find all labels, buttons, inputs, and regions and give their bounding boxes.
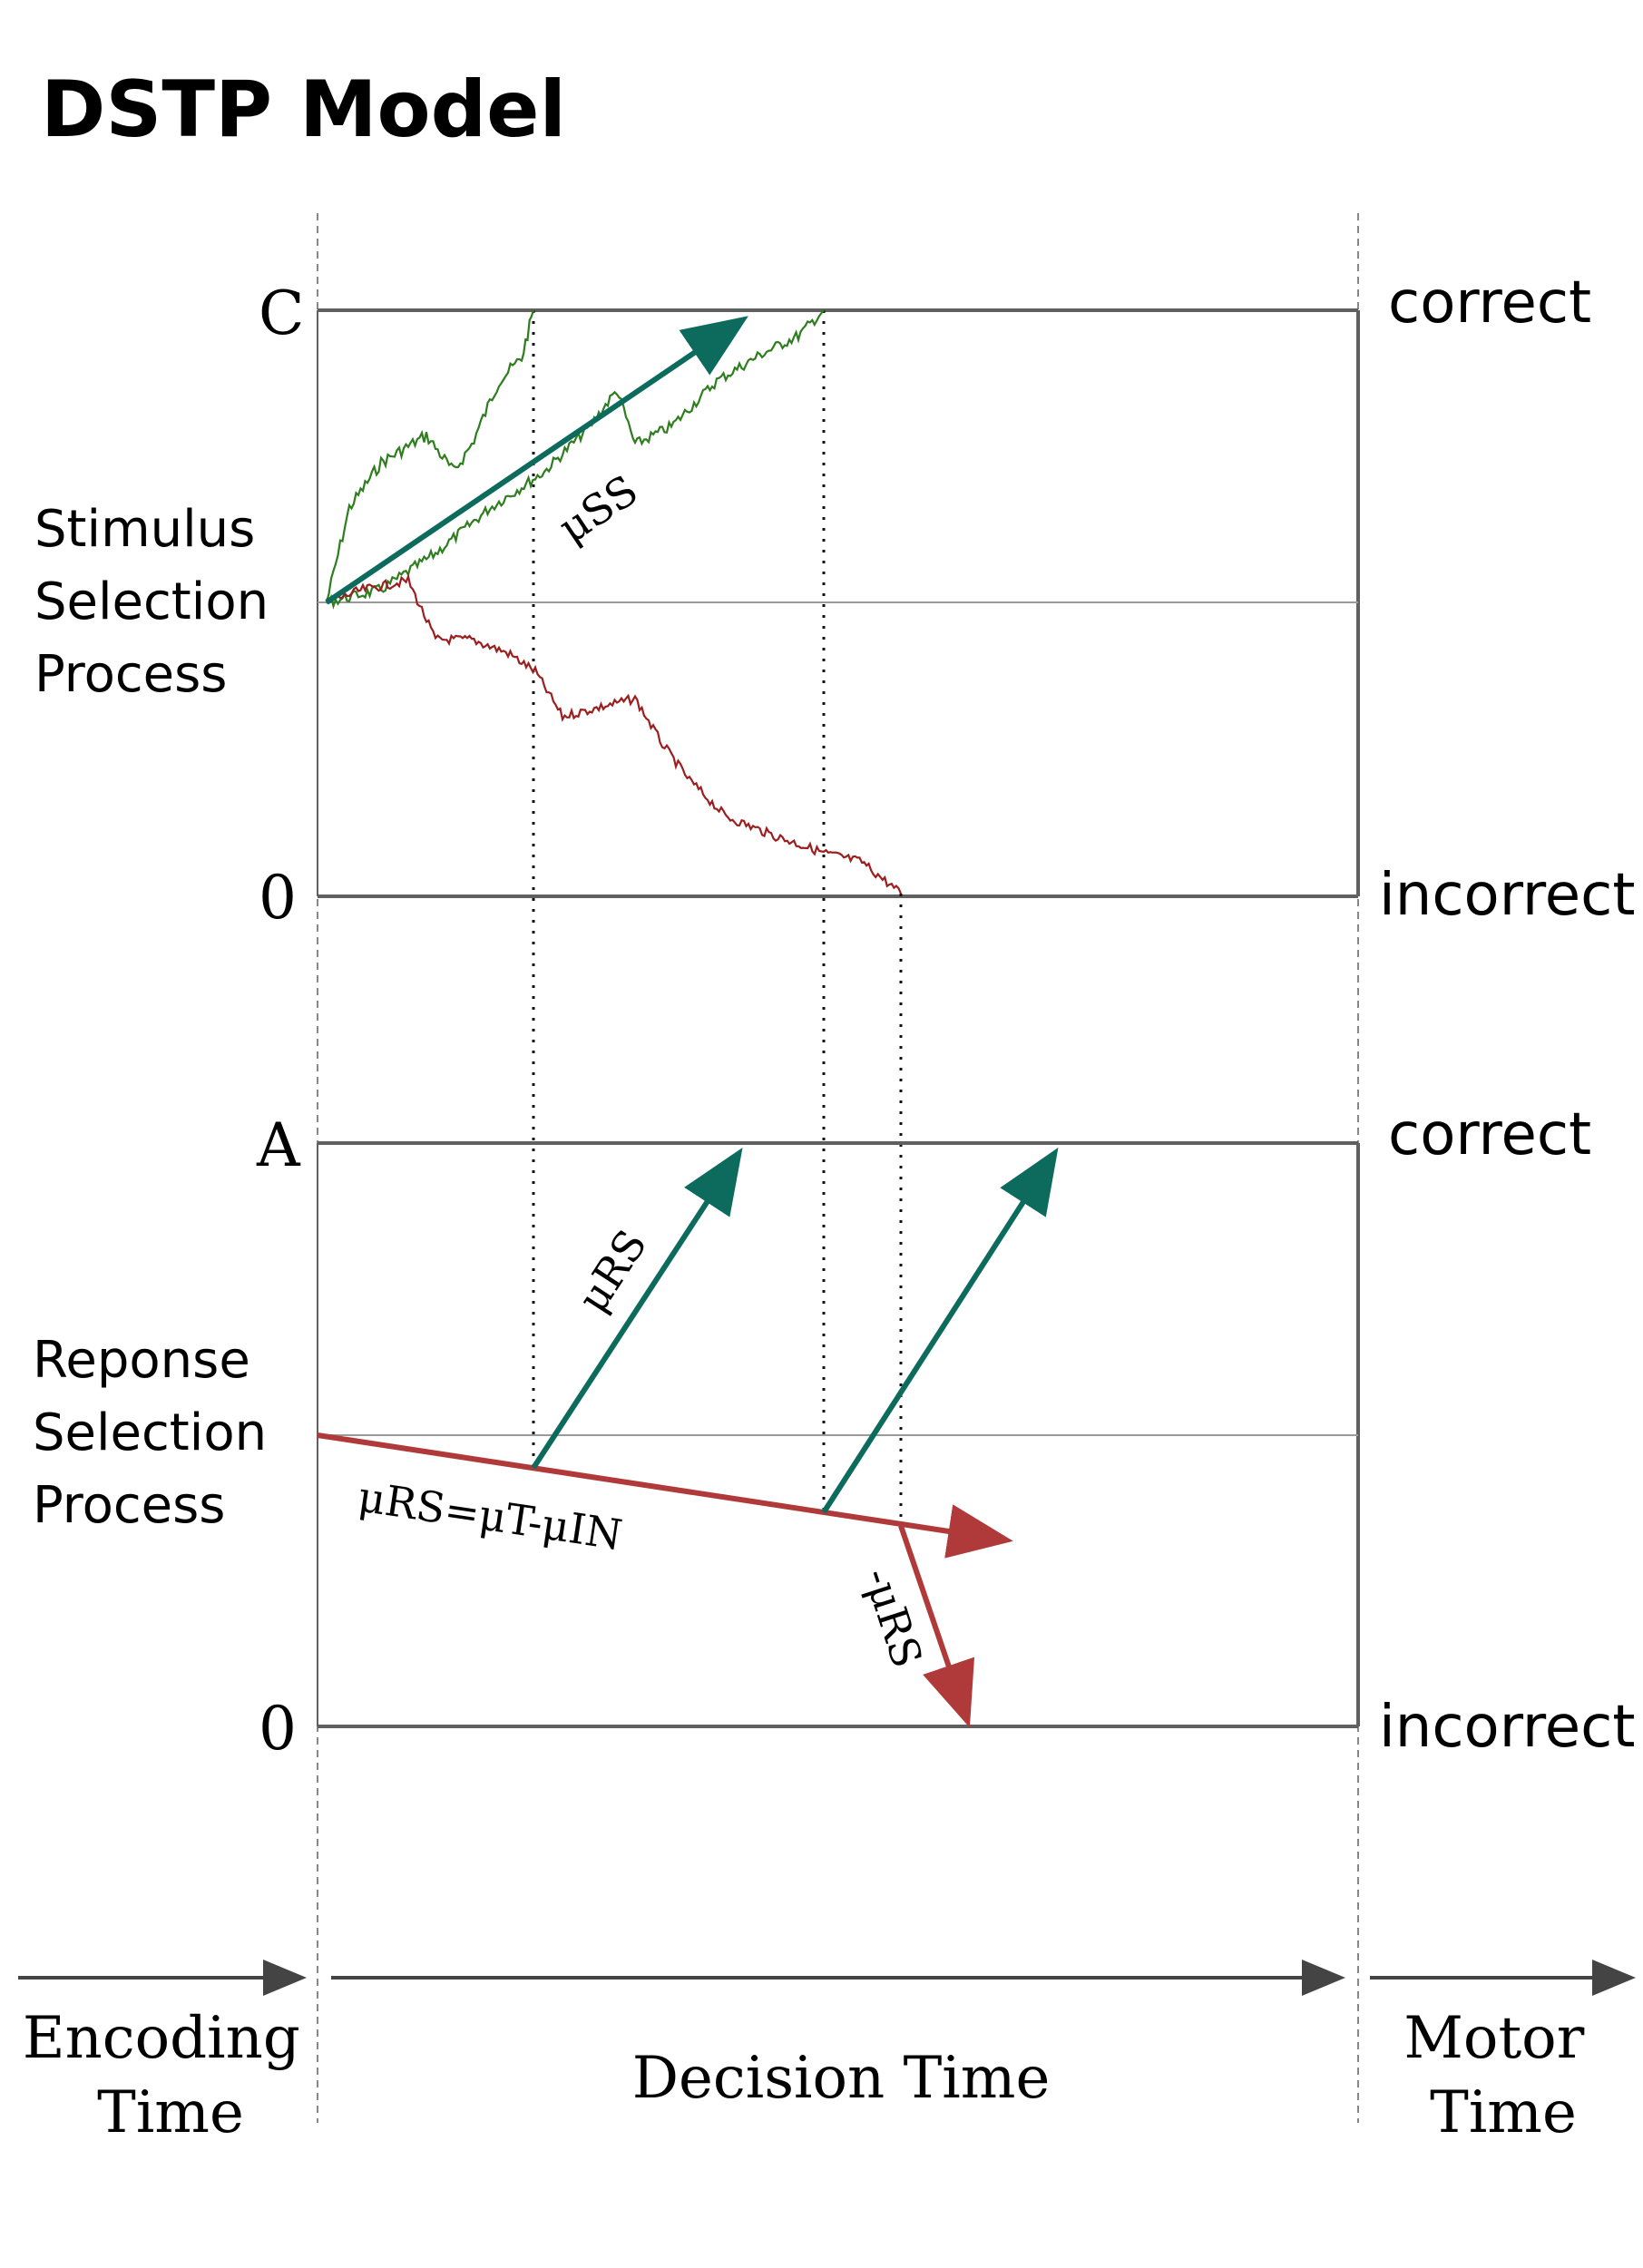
stimulus-selection-panel: μSS C 0 correct incorrect Stimulus Selec… <box>34 269 1635 1524</box>
encoding-time-label: Encoding Time <box>23 2005 318 2146</box>
stimulus-lower-bound-label: 0 <box>259 863 297 933</box>
motor-time-label: Motor Time <box>1403 2005 1602 2146</box>
response-selection-panel: μRS=μT-μIN μRS -μRS A 0 correct incorrec… <box>33 1101 1635 1764</box>
response-down-drift-arrow <box>898 1525 975 1728</box>
stimulus-upper-bound-label: C <box>259 279 305 348</box>
response-base-drift-label: μRS=μT-μIN <box>355 1471 625 1559</box>
diagram-title: DSTP Model <box>41 64 566 155</box>
response-up-drift-arrow-2 <box>821 1147 1059 1514</box>
stimulus-incorrect-label: incorrect <box>1379 862 1635 929</box>
response-incorrect-label: incorrect <box>1379 1694 1635 1761</box>
stimulus-drift-label: μSS <box>550 465 647 552</box>
stimulus-correct-label: correct <box>1388 269 1591 337</box>
response-base-drift-arrow <box>317 1432 1013 1559</box>
incorrect-walk-path <box>326 572 903 894</box>
decision-time-label: Decision Time <box>632 2045 1051 2112</box>
response-upper-bound-label: A <box>256 1110 301 1180</box>
time-axis: Encoding Time Decision Time Motor Time <box>18 1960 1636 2146</box>
stimulus-process-label: Stimulus Selection Process <box>34 500 285 704</box>
response-up-drift-label: μRS <box>568 1221 657 1321</box>
response-lower-bound-label: 0 <box>259 1694 297 1764</box>
response-correct-label: correct <box>1388 1101 1591 1168</box>
stimulus-drift-arrow <box>325 316 748 605</box>
correct-fast-walk-path <box>325 309 535 603</box>
response-up-drift-arrow-1 <box>531 1147 743 1470</box>
response-process-label: Reponse Selection Process <box>33 1331 283 1535</box>
